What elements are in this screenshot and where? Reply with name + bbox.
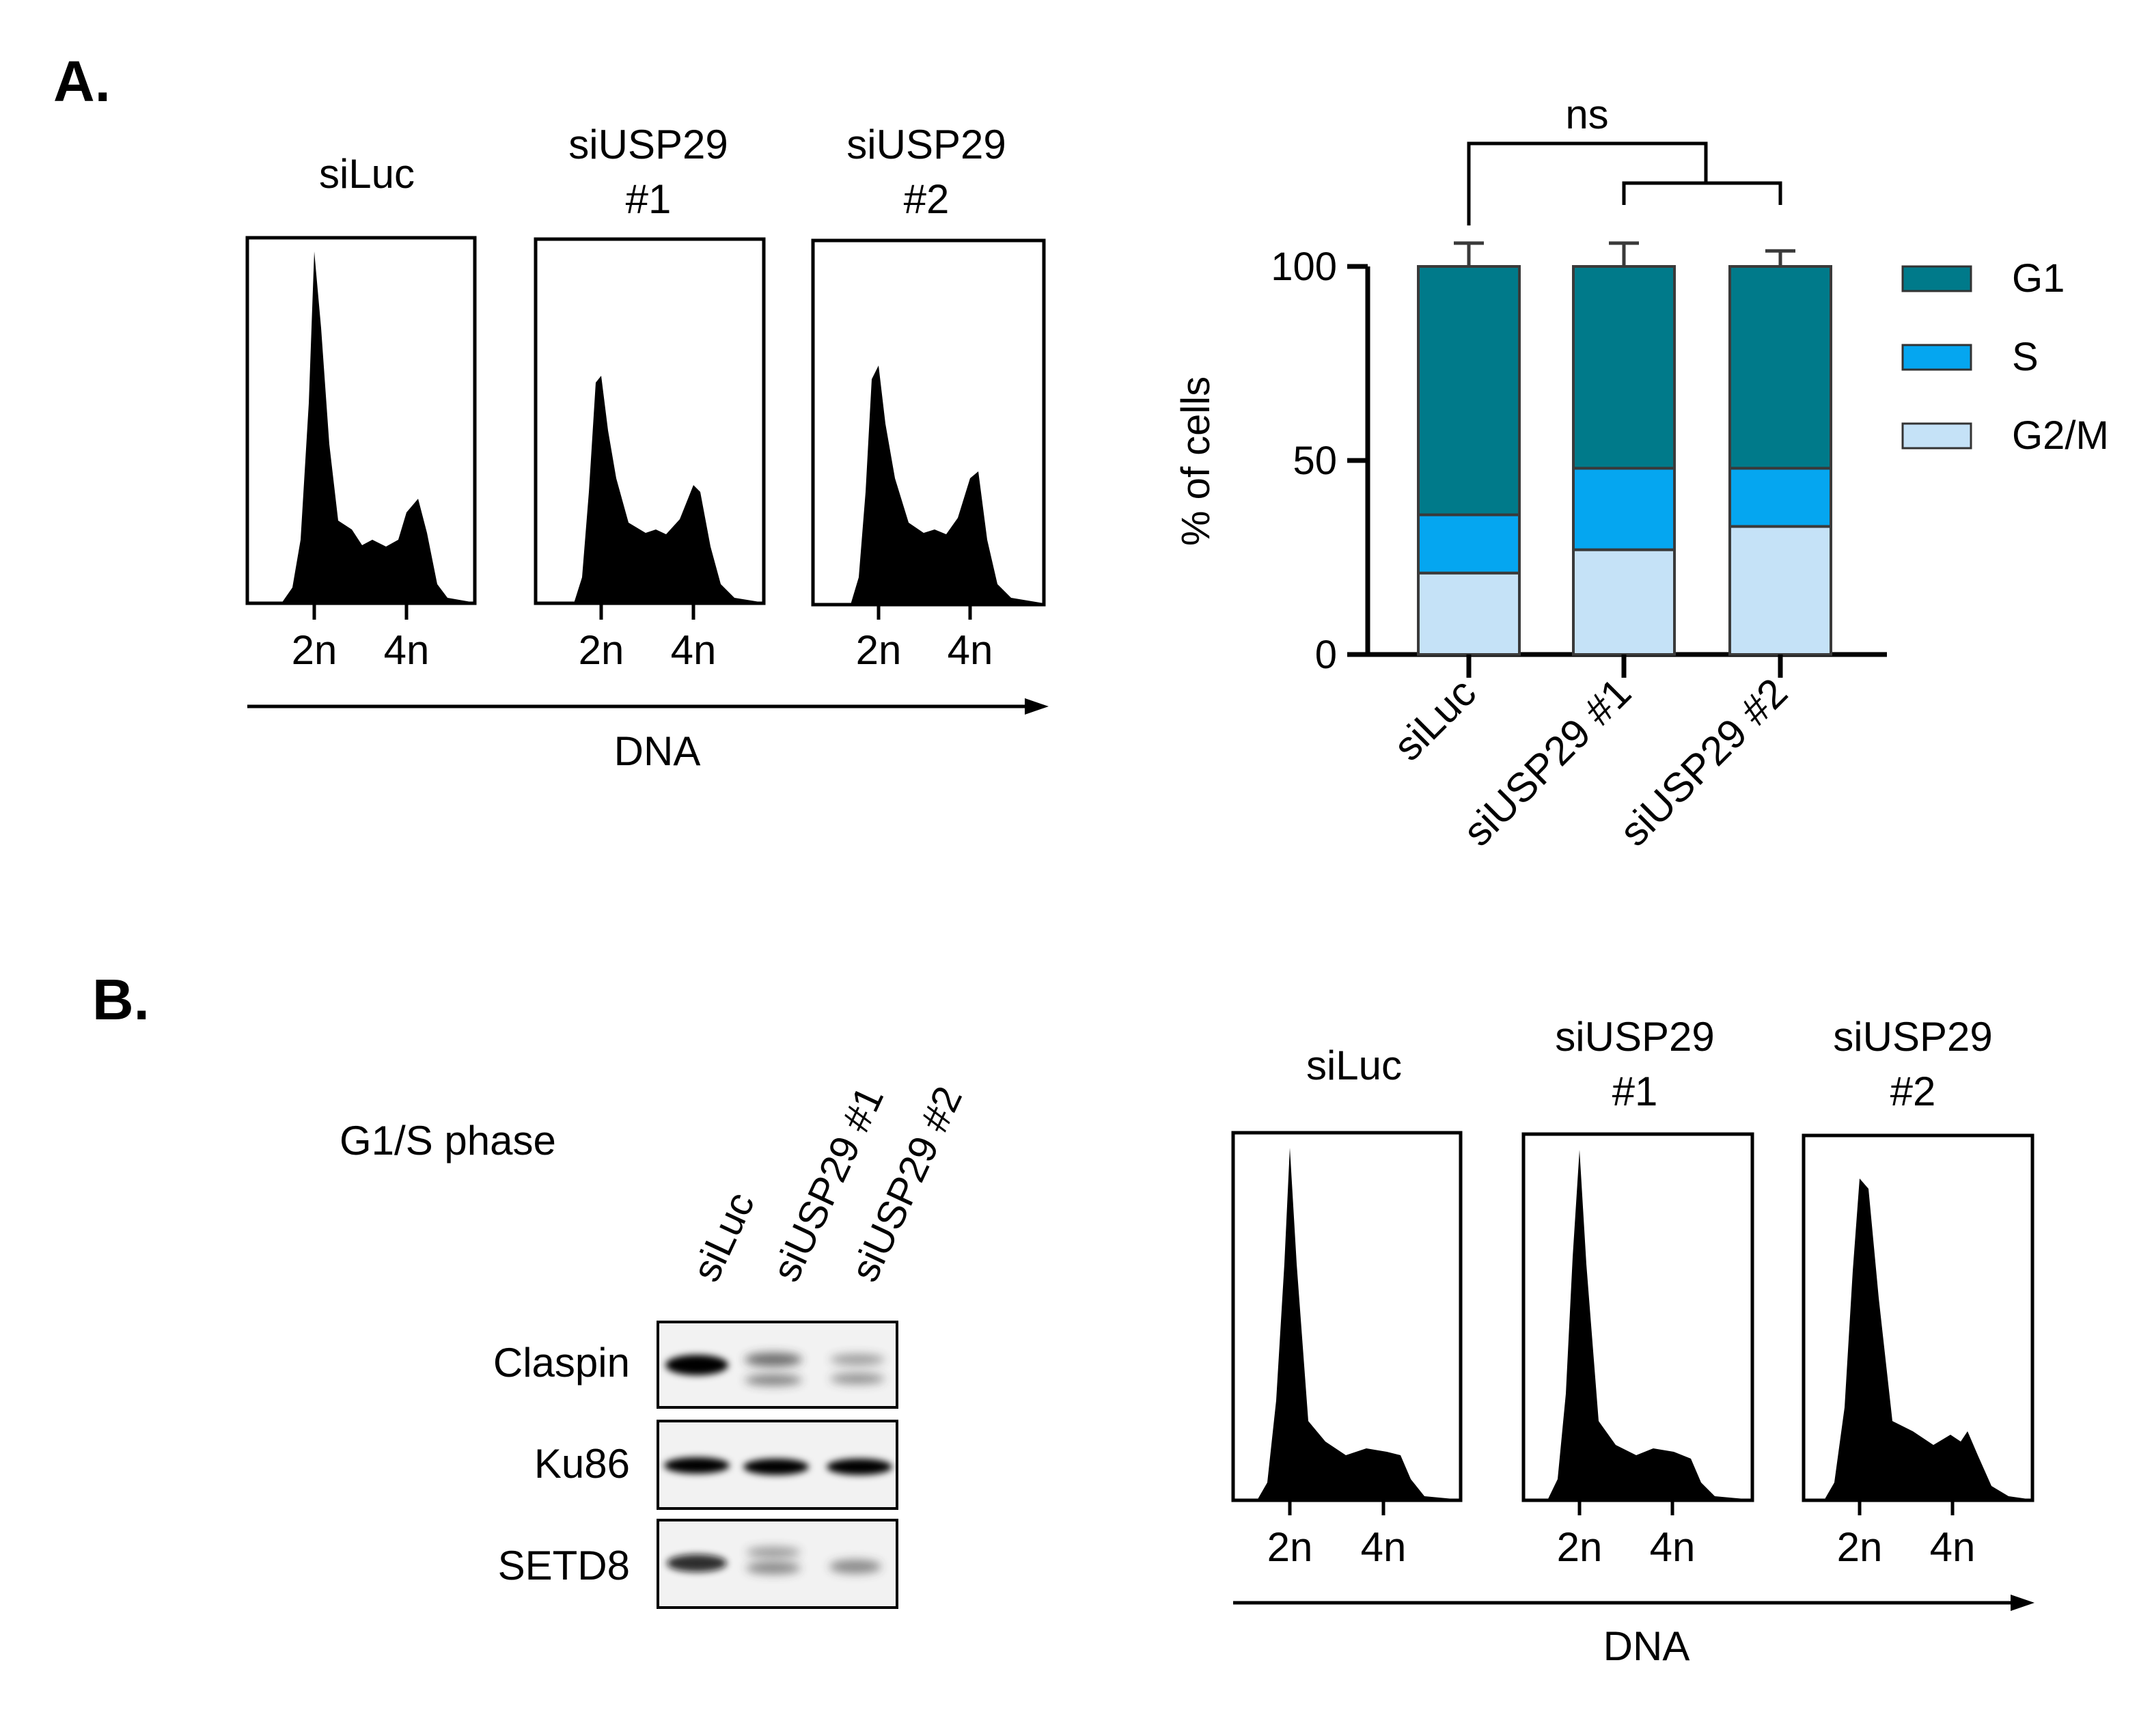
histogram-b3-label-4n: 4n bbox=[1930, 1524, 1976, 1570]
panel-b-label: B. bbox=[92, 967, 150, 1032]
band-setd8-siusp29-2 bbox=[829, 1560, 881, 1573]
dna-label-a: DNA bbox=[614, 728, 701, 774]
histogram-b1-label-2n: 2n bbox=[1267, 1524, 1313, 1570]
band-ku86-siusp29-2 bbox=[827, 1459, 892, 1475]
histogram-a3-frame bbox=[811, 238, 1046, 607]
histogram-a1-label-4n: 4n bbox=[384, 627, 430, 673]
bar-segment-s bbox=[1728, 467, 1832, 528]
chart-y-label: % of cells bbox=[1174, 376, 1218, 546]
histogram-b3-label-2n: 2n bbox=[1837, 1524, 1883, 1570]
histogram-b2-label-4n: 4n bbox=[1650, 1524, 1696, 1570]
hist-a3-title-line2: #2 bbox=[904, 176, 950, 222]
band-claspin-siusp29-2-upper bbox=[830, 1354, 885, 1365]
hist-b2-title-line2: #1 bbox=[1612, 1069, 1658, 1114]
band-claspin-siusp29-1-lower bbox=[745, 1375, 802, 1386]
bar-segment-s bbox=[1417, 513, 1521, 575]
histogram-a1-label-2n: 2n bbox=[292, 627, 337, 673]
panel-a-label: A. bbox=[53, 49, 111, 113]
band-ku86-siluc bbox=[664, 1457, 730, 1474]
x-tick-label: siUSP29 #2 bbox=[1611, 670, 1796, 855]
bar-segment-g1 bbox=[1417, 265, 1521, 516]
band-setd8-siusp29-1-lower bbox=[746, 1562, 801, 1574]
bar-segment-g1 bbox=[1728, 265, 1832, 470]
hist-a2-title-line1: siUSP29 bbox=[568, 122, 728, 167]
band-ku86-siusp29-1 bbox=[743, 1459, 809, 1475]
histogram-a2: 2n 4n bbox=[534, 237, 766, 673]
histogram-a1-frame bbox=[245, 236, 477, 605]
dna-arrow-a-head bbox=[1025, 698, 1049, 715]
histogram-a3-label-4n: 4n bbox=[948, 627, 993, 673]
y-tick-label: 0 bbox=[1315, 633, 1337, 677]
legend-label-s: S bbox=[2012, 335, 2039, 379]
bracket-outer bbox=[1467, 141, 1708, 225]
histogram-b1: 2n 4n bbox=[1231, 1131, 1463, 1570]
lane-label-siluc: siLuc bbox=[684, 1185, 763, 1288]
histogram-a3-label-2n: 2n bbox=[856, 627, 902, 673]
histogram-a3-fill bbox=[813, 366, 1044, 605]
histogram-b2-fill bbox=[1523, 1150, 1752, 1500]
y-tick-label: 100 bbox=[1271, 245, 1337, 289]
blot-claspin bbox=[657, 1321, 898, 1409]
y-tick-label: 50 bbox=[1293, 439, 1337, 483]
x-tick-label: siLuc bbox=[1385, 670, 1485, 769]
histogram-a2-frame bbox=[534, 237, 766, 605]
bar-segment-g2m bbox=[1417, 571, 1521, 656]
dna-label-b: DNA bbox=[1603, 1623, 1690, 1669]
blot-label-claspin: Claspin bbox=[493, 1340, 630, 1386]
blot-label-setd8: SETD8 bbox=[498, 1543, 630, 1588]
histogram-a2-fill bbox=[536, 376, 764, 603]
hist-a1-title: siLuc bbox=[319, 151, 415, 197]
dna-arrow-b-head bbox=[2011, 1595, 2034, 1611]
band-claspin-siluc bbox=[665, 1355, 728, 1375]
blot-setd8 bbox=[657, 1519, 898, 1609]
histogram-a2-label-4n: 4n bbox=[671, 627, 717, 673]
bar-segment-g2m bbox=[1728, 525, 1832, 656]
histogram-b3-fill bbox=[1804, 1179, 2032, 1500]
hist-a2-title-line2: #1 bbox=[626, 176, 672, 222]
band-setd8-siusp29-1-upper bbox=[746, 1547, 801, 1558]
band-claspin-siusp29-1-upper bbox=[745, 1353, 802, 1366]
histogram-b1-label-4n: 4n bbox=[1361, 1524, 1407, 1570]
blot-title: G1/S phase bbox=[340, 1118, 556, 1163]
histogram-b3-frame bbox=[1802, 1133, 2034, 1502]
band-claspin-siusp29-2-lower bbox=[830, 1373, 885, 1384]
blot-label-ku86: Ku86 bbox=[534, 1441, 630, 1487]
histogram-b3: 2n 4n bbox=[1802, 1133, 2034, 1570]
significance-label: ns bbox=[1565, 92, 1608, 137]
hist-b3-title-line2: #2 bbox=[1890, 1069, 1936, 1114]
legend-swatch-s bbox=[1901, 344, 1972, 371]
histogram-b2-label-2n: 2n bbox=[1557, 1524, 1603, 1570]
histogram-b2-frame bbox=[1521, 1132, 1754, 1502]
significance-bracket: ns bbox=[1467, 92, 1782, 225]
histogram-a1-fill bbox=[247, 251, 475, 603]
blot-ku86 bbox=[657, 1420, 898, 1510]
histogram-b1-frame bbox=[1231, 1131, 1463, 1502]
histogram-b2: 2n 4n bbox=[1521, 1132, 1754, 1570]
bracket-inner bbox=[1622, 181, 1782, 205]
x-tick-label: siUSP29 #1 bbox=[1454, 670, 1640, 855]
chart-legend: G1 S G2/M bbox=[1901, 256, 2109, 458]
bar-segment-g1 bbox=[1572, 265, 1676, 470]
band-setd8-siluc bbox=[667, 1554, 727, 1572]
histogram-a2-label-2n: 2n bbox=[579, 627, 624, 673]
histogram-a1: 2n 4n bbox=[245, 236, 477, 673]
hist-a3-title-line1: siUSP29 bbox=[846, 122, 1006, 167]
hist-b3-title-line1: siUSP29 bbox=[1833, 1014, 1992, 1060]
bar-segment-s bbox=[1572, 467, 1676, 551]
histogram-a3: 2n 4n bbox=[811, 238, 1046, 673]
legend-label-g2m: G2/M bbox=[2012, 413, 2109, 458]
hist-b1-title: siLuc bbox=[1306, 1043, 1402, 1088]
histogram-b1-fill bbox=[1233, 1148, 1461, 1500]
legend-swatch-g1 bbox=[1901, 265, 1972, 292]
legend-label-g1: G1 bbox=[2012, 256, 2065, 301]
legend-swatch-g2m bbox=[1901, 422, 1972, 450]
hist-b2-title-line1: siUSP29 bbox=[1555, 1014, 1714, 1060]
bar-segment-g2m bbox=[1572, 548, 1676, 657]
